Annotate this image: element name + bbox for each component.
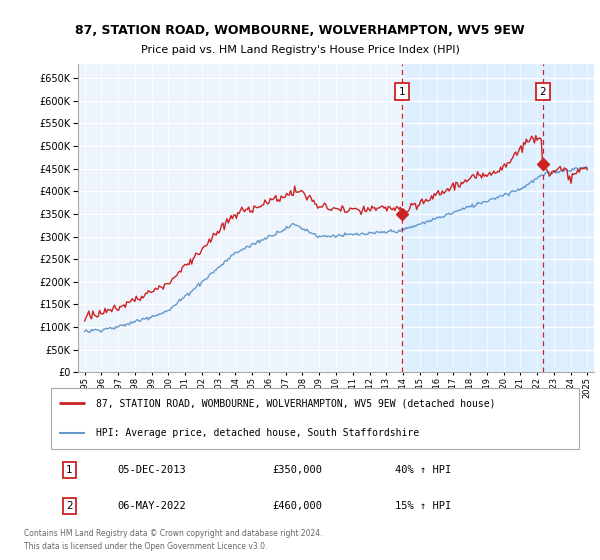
Text: Contains HM Land Registry data © Crown copyright and database right 2024.
This d: Contains HM Land Registry data © Crown c… xyxy=(24,529,323,550)
Text: 87, STATION ROAD, WOMBOURNE, WOLVERHAMPTON, WV5 9EW (detached house): 87, STATION ROAD, WOMBOURNE, WOLVERHAMPT… xyxy=(96,398,496,408)
Text: HPI: Average price, detached house, South Staffordshire: HPI: Average price, detached house, Sout… xyxy=(96,428,419,438)
Text: Price paid vs. HM Land Registry's House Price Index (HPI): Price paid vs. HM Land Registry's House … xyxy=(140,45,460,55)
Text: 2: 2 xyxy=(539,87,546,96)
Text: 40% ↑ HPI: 40% ↑ HPI xyxy=(395,465,451,475)
Text: 15% ↑ HPI: 15% ↑ HPI xyxy=(395,501,451,511)
Text: 05-DEC-2013: 05-DEC-2013 xyxy=(118,465,186,475)
Text: £460,000: £460,000 xyxy=(272,501,322,511)
Text: 1: 1 xyxy=(66,465,73,475)
Text: 1: 1 xyxy=(398,87,405,96)
Text: 87, STATION ROAD, WOMBOURNE, WOLVERHAMPTON, WV5 9EW: 87, STATION ROAD, WOMBOURNE, WOLVERHAMPT… xyxy=(75,24,525,38)
Text: £350,000: £350,000 xyxy=(272,465,322,475)
Bar xyxy=(401,64,594,372)
Text: 2: 2 xyxy=(66,501,73,511)
FancyBboxPatch shape xyxy=(50,388,580,449)
Text: 06-MAY-2022: 06-MAY-2022 xyxy=(118,501,186,511)
